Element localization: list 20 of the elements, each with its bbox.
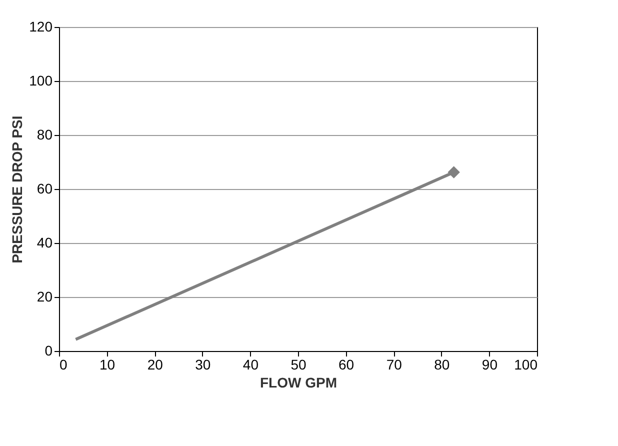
y-tick-label: 20 [36,288,53,304]
x-tick-label: 80 [434,356,450,372]
x-tick-label: 70 [386,356,402,372]
x-tick-label: 0 [60,356,68,372]
y-axis-title: PRESSURE DROP PSI [9,116,26,264]
x-tick-label: 100 [514,356,538,372]
x-tick-label: 60 [338,356,354,372]
x-axis-title: FLOW GPM [260,374,337,390]
x-tick-label: 30 [195,356,211,372]
y-tick-label: 60 [36,180,53,196]
y-tick-label: 0 [44,342,53,358]
x-tick-label: 90 [482,356,498,372]
y-tick-label: 120 [29,18,53,34]
x-tick-label: 40 [242,356,259,372]
y-tick-label: 80 [36,126,53,142]
x-tick-label: 10 [100,356,116,372]
y-tick-label: 40 [36,234,53,250]
x-tick-label: 50 [290,356,306,372]
y-tick-label: 100 [29,72,53,88]
x-tick-label: 20 [147,356,164,372]
